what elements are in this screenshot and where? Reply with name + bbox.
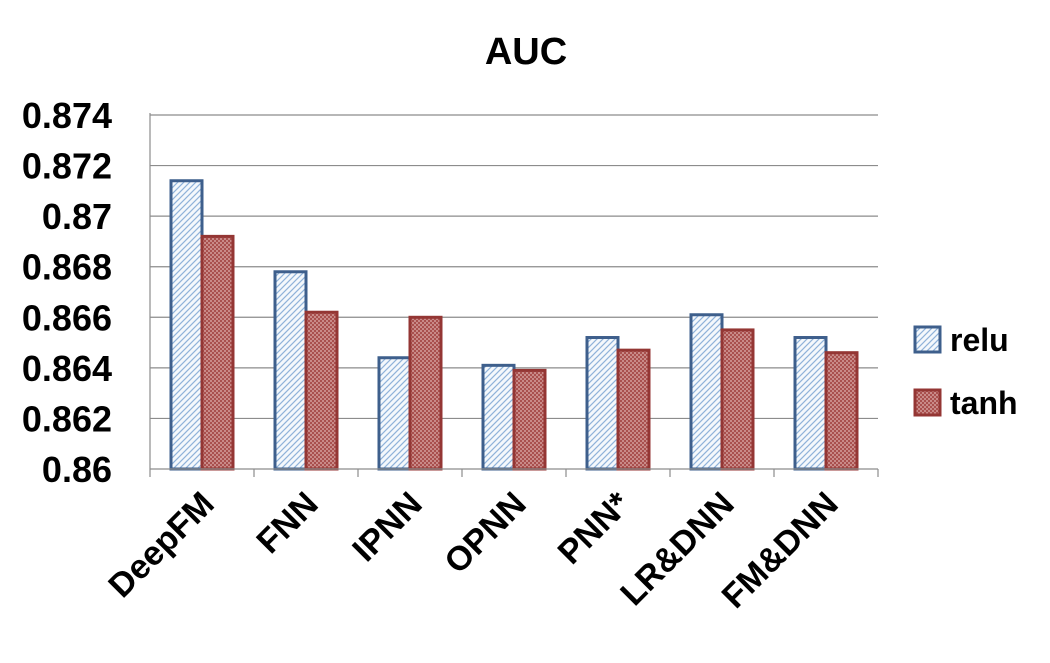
y-tick-label: 0.874 <box>22 95 112 136</box>
bar-relu-5 <box>689 313 724 471</box>
bar-relu-4 <box>585 336 620 471</box>
bar-tanh-4 <box>616 348 651 471</box>
bar-relu-3 <box>481 363 516 471</box>
legend-swatch-relu <box>913 325 942 354</box>
bar-tanh-0 <box>200 234 235 471</box>
x-tick-label: FNN <box>249 485 325 561</box>
legend-swatch-tanh <box>913 388 942 417</box>
legend-label-tanh: tanh <box>950 385 1018 421</box>
bar-relu-0 <box>169 179 204 471</box>
y-tick-label: 0.87 <box>42 196 112 237</box>
y-tick-label: 0.862 <box>22 398 112 439</box>
bars <box>169 179 859 471</box>
bar-tanh-6 <box>824 351 859 471</box>
y-tick-labels: 0.86 0.862 0.864 0.866 0.868 0.87 0.872 0.874 <box>22 95 112 490</box>
bar-tanh-2 <box>408 315 443 471</box>
y-tick-label: 0.864 <box>22 348 112 389</box>
bar-tanh-5 <box>720 328 755 471</box>
legend-label-relu: relu <box>950 322 1009 358</box>
bar-relu-2 <box>377 356 412 471</box>
chart-title: AUC <box>485 31 567 73</box>
bar-relu-1 <box>273 270 308 471</box>
bar-tanh-3 <box>512 368 547 471</box>
bar-relu-6 <box>793 336 828 471</box>
gridlines <box>150 114 878 420</box>
y-tick-label: 0.866 <box>22 297 112 338</box>
x-tick-label: DeepFM <box>101 485 221 605</box>
bar-tanh-1 <box>304 310 339 471</box>
x-tick-label: PNN* <box>551 484 639 572</box>
x-tick-label: OPNN <box>437 485 533 581</box>
axes <box>149 113 879 477</box>
y-tick-label: 0.872 <box>22 146 112 187</box>
x-tick-label: IPNN <box>345 485 429 569</box>
legend: relu tanh <box>913 322 1018 421</box>
y-tick-label: 0.86 <box>42 449 112 490</box>
y-tick-label: 0.868 <box>22 247 112 288</box>
